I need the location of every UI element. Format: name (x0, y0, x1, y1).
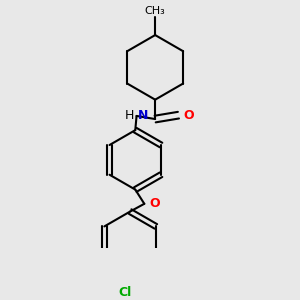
Text: O: O (149, 197, 160, 210)
Text: N: N (138, 109, 148, 122)
Text: CH₃: CH₃ (145, 6, 166, 16)
Text: O: O (183, 109, 194, 122)
Text: Cl: Cl (118, 286, 132, 299)
Text: H: H (124, 110, 134, 122)
